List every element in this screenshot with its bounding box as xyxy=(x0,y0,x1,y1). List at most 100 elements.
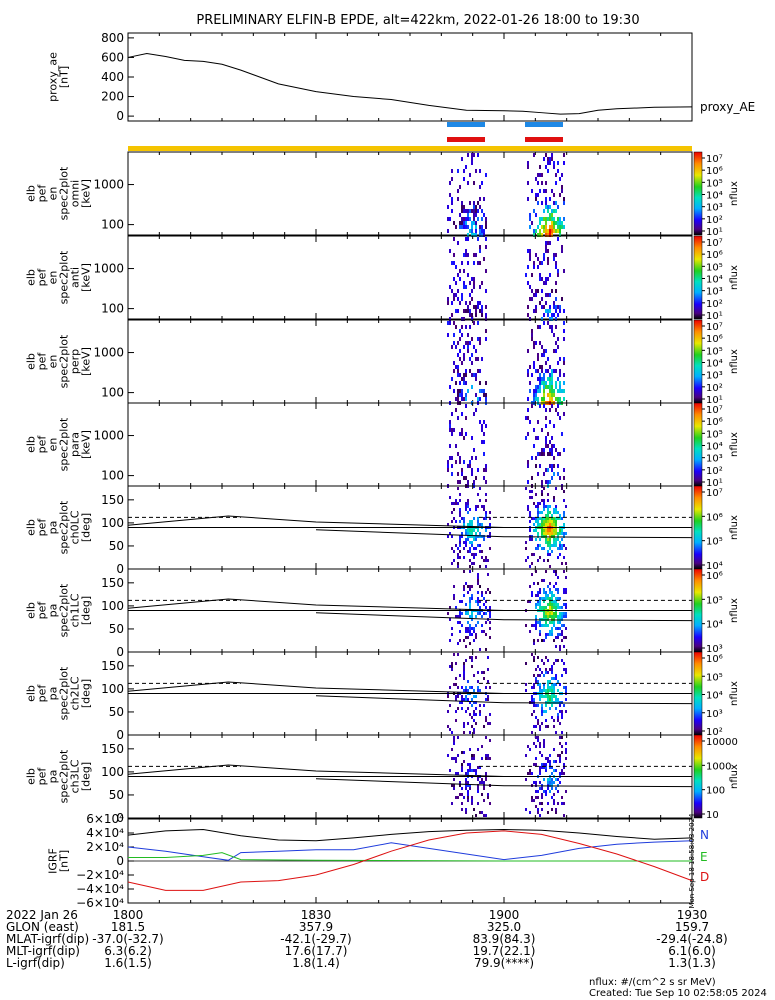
spectrogram-cell xyxy=(483,671,485,674)
spectrogram-cell xyxy=(469,627,471,630)
colorbar-tick-label: 10⁵ xyxy=(706,429,723,440)
spectrogram-cell xyxy=(553,662,555,665)
spectrogram-cell xyxy=(533,293,535,297)
spectrogram-cell xyxy=(453,221,455,225)
spectrogram-cell xyxy=(477,369,479,373)
spectrogram-cell xyxy=(529,297,531,301)
spectrogram-cell xyxy=(551,808,553,811)
spectrogram-cell xyxy=(545,710,547,713)
spectrogram-cell xyxy=(557,538,559,541)
spectrogram-cell xyxy=(481,357,483,361)
spectrogram-cell xyxy=(489,686,491,689)
y-axis-label: elb xyxy=(25,436,38,453)
spectrogram-cell xyxy=(465,373,467,377)
spectrogram-cell xyxy=(479,233,481,237)
spectrogram-cell xyxy=(531,653,533,656)
spectrogram-cell xyxy=(475,553,477,556)
spectrogram-cell xyxy=(471,541,473,544)
spectrogram-cell xyxy=(539,603,541,606)
spectrogram-cell xyxy=(451,511,453,514)
y-tick-label: 0 xyxy=(116,645,124,659)
spectrogram-cell xyxy=(471,618,473,621)
spectrogram-cell xyxy=(479,309,481,313)
spectrogram-cell xyxy=(477,529,479,532)
spectrogram-cell xyxy=(453,739,455,742)
spectrogram-cell xyxy=(535,385,537,389)
spectrogram-cell xyxy=(465,508,467,511)
spectrogram-cell xyxy=(557,633,559,636)
spectrogram-cell xyxy=(545,301,547,305)
spectrogram-cell xyxy=(477,261,479,265)
spectrogram-cell xyxy=(455,381,457,385)
spectrogram-cell xyxy=(471,612,473,615)
spectrogram-cell xyxy=(455,772,457,775)
spectrogram-cell xyxy=(561,659,563,662)
spectrogram-cell xyxy=(541,722,543,725)
spectrogram-cell xyxy=(449,618,451,621)
spectrogram-cell xyxy=(447,229,449,233)
spectrogram-cell xyxy=(533,345,535,349)
spectrogram-cell xyxy=(547,532,549,535)
spectrogram-cell xyxy=(449,285,451,289)
spectrogram-cell xyxy=(557,547,559,550)
spectrogram-cell xyxy=(551,716,553,719)
spectrogram-cell xyxy=(467,341,469,345)
spectrogram-cell xyxy=(547,594,549,597)
spectrogram-cell xyxy=(545,221,547,225)
spectrogram-cell xyxy=(553,424,555,428)
spectrogram-cell xyxy=(457,556,459,559)
spectrogram-cell xyxy=(541,639,543,642)
spectrogram-cell xyxy=(467,796,469,799)
spectrogram-cell xyxy=(485,565,487,568)
spectrogram-cell xyxy=(447,710,449,713)
spectrogram-cell xyxy=(465,416,467,420)
spectrogram-cell xyxy=(473,529,475,532)
spectrogram-cell xyxy=(549,511,551,514)
spectrogram-cell xyxy=(461,612,463,615)
spectrogram-cell xyxy=(453,341,455,345)
spectrogram-cell xyxy=(469,529,471,532)
spectrogram-cell xyxy=(459,701,461,704)
spectrogram-cell xyxy=(473,701,475,704)
spectrogram-cell xyxy=(559,373,561,377)
spectrogram-cell xyxy=(531,189,533,193)
spectrogram-cell xyxy=(539,621,541,624)
spectrogram-cell xyxy=(479,249,481,253)
y-axis-label: pa xyxy=(47,521,60,535)
spectrogram-cell xyxy=(475,349,477,353)
spectrogram-cell xyxy=(483,213,485,217)
spectrogram-cell xyxy=(449,639,451,642)
spectrogram-cell xyxy=(547,695,549,698)
spectrogram-cell xyxy=(549,517,551,520)
spectrogram-cell xyxy=(527,397,529,401)
spectrogram-cell xyxy=(533,444,535,448)
spectrogram-cell xyxy=(483,393,485,397)
y-tick-label: 1000 xyxy=(93,262,124,276)
spectrogram-cell xyxy=(477,544,479,547)
spectrogram-cell xyxy=(549,523,551,526)
spectrogram-cell xyxy=(557,576,559,579)
spectrogram-cell xyxy=(481,389,483,393)
anti-loss-cone-line xyxy=(315,529,693,539)
spectrogram-cell xyxy=(543,225,545,229)
spectrogram-cell xyxy=(529,257,531,261)
spectrogram-cell xyxy=(469,217,471,221)
spectrogram-cell xyxy=(485,381,487,385)
spectrogram-cell xyxy=(559,760,561,763)
spectrogram-cell xyxy=(555,677,557,680)
spectrogram-cell xyxy=(525,559,527,562)
spectrogram-cell xyxy=(553,456,555,460)
spectrogram-cell xyxy=(547,787,549,790)
spectrogram-cell xyxy=(555,305,557,309)
spectrogram-cell xyxy=(465,808,467,811)
spectrogram-cell xyxy=(535,293,537,297)
spectrogram-cell xyxy=(535,397,537,401)
spectrogram-cell xyxy=(561,796,563,799)
colorbar-tick-label: 10⁵ xyxy=(706,595,723,606)
spectrogram-cell xyxy=(485,633,487,636)
spectrogram-cell xyxy=(527,281,529,285)
spectrogram-cell xyxy=(539,668,541,671)
spectrogram-cell xyxy=(545,517,547,520)
spectrogram-cell xyxy=(547,313,549,317)
spectrogram-cell xyxy=(527,416,529,420)
